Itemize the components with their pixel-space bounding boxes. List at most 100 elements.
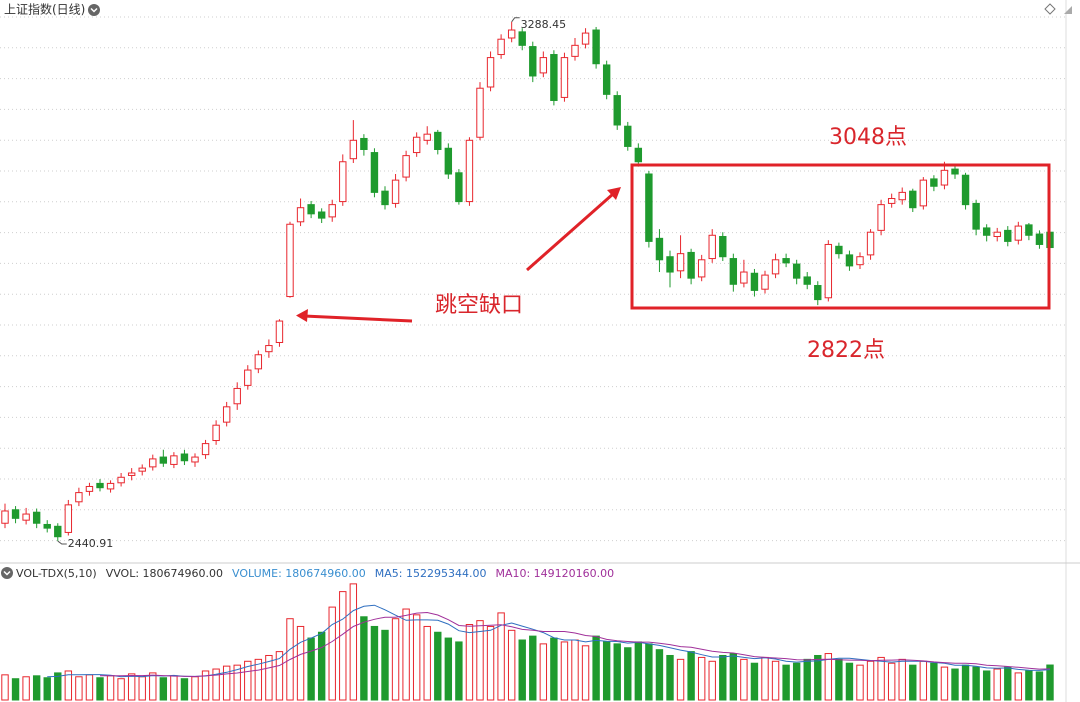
volume-bar	[581, 645, 590, 701]
candle-body	[550, 54, 558, 101]
volume-bar	[771, 660, 780, 701]
candle-body	[465, 139, 474, 203]
candle-body	[64, 504, 73, 533]
volume-bar	[877, 656, 885, 701]
candle-body	[1004, 229, 1012, 242]
volume-bar	[465, 624, 474, 701]
candle-body	[339, 161, 347, 203]
candle-body	[592, 29, 600, 65]
candle-body	[233, 387, 241, 405]
volume-bar	[529, 635, 537, 701]
candle-body	[729, 258, 738, 285]
candle-body	[149, 458, 157, 468]
candle-body	[180, 453, 189, 462]
volume-menu-icon[interactable]	[1, 567, 13, 579]
volume-legend-entry: VOL-TDX(5,10)	[16, 567, 97, 580]
candle-body	[877, 204, 885, 231]
candle-body	[993, 231, 1001, 237]
candle-body	[296, 207, 305, 223]
volume-bar	[634, 641, 643, 701]
ma10-line	[99, 611, 1051, 678]
volume-bar	[972, 666, 980, 701]
volume-bar	[159, 677, 168, 701]
candle-body	[423, 133, 431, 141]
high-label: 3288.45	[521, 18, 567, 31]
high-leader	[511, 17, 520, 23]
candle-body	[75, 492, 83, 503]
candle-body	[560, 57, 569, 98]
resize-icon[interactable]	[1064, 6, 1072, 14]
volume-bar	[360, 616, 368, 701]
candle-body	[824, 243, 833, 299]
range-box	[630, 163, 1051, 310]
volume-bar	[687, 651, 695, 701]
box-arrow	[526, 192, 614, 272]
candle-body	[43, 523, 51, 529]
volume-bar	[444, 637, 453, 701]
candle-body	[909, 190, 917, 209]
candle-body	[370, 152, 379, 193]
volume-bar	[814, 654, 822, 701]
volume-bar	[1004, 666, 1012, 701]
marks: 3288.45 2440.91 VOL-TDX(5,10) VVOL: 1806749…	[1, 17, 1054, 701]
volume-bar	[835, 658, 843, 701]
volume-bar	[85, 674, 94, 701]
volume-legend-entry: MA5: 152295344.00	[375, 567, 487, 580]
candle-body	[814, 285, 822, 301]
volume-bar	[792, 662, 801, 701]
candle-body	[645, 173, 653, 242]
chart-title: 上证指数(日线)	[4, 2, 85, 17]
candle-body	[11, 509, 20, 519]
candle-body	[32, 511, 41, 524]
candle-body	[529, 46, 537, 77]
candle-body	[391, 179, 400, 204]
candle-body	[581, 32, 590, 45]
candle-body	[402, 155, 410, 178]
volume-bar	[592, 635, 600, 701]
volume-bar	[1046, 664, 1054, 701]
candle-body	[497, 38, 505, 56]
candle-body	[317, 211, 326, 219]
volume-bar	[560, 641, 569, 701]
volume-bar	[602, 641, 611, 701]
candle-body	[212, 424, 220, 442]
candle-body	[792, 263, 801, 279]
volume-bar	[349, 583, 358, 701]
volume-bar	[307, 637, 315, 701]
candle-body	[951, 168, 959, 175]
candle-body	[96, 482, 104, 489]
candle-body	[887, 198, 896, 204]
volume-bar	[697, 656, 706, 701]
volume-bar	[1014, 672, 1023, 701]
candle-body	[602, 64, 611, 95]
volume-bar	[645, 643, 653, 701]
volume-bar	[624, 647, 632, 701]
volume-bar	[127, 673, 136, 701]
volume-bar	[919, 660, 928, 701]
gap-arrow-head	[296, 309, 308, 322]
candle-body	[940, 169, 949, 186]
candle-body	[191, 456, 199, 463]
volume-bar	[507, 629, 516, 701]
volume-bar	[729, 653, 738, 701]
volume-bar	[750, 662, 759, 701]
volume-bar	[655, 649, 664, 701]
candle-body	[803, 276, 811, 285]
candle-body	[1, 510, 9, 524]
volume-bar	[233, 664, 241, 701]
candle-body	[106, 482, 115, 490]
volume-bar	[391, 618, 400, 701]
candle-body	[666, 256, 674, 273]
volume-bar	[740, 658, 748, 701]
diamond-icon[interactable]	[1044, 3, 1056, 15]
candle-body	[170, 455, 178, 465]
volume-bar	[497, 612, 505, 701]
menu-icon[interactable]	[88, 4, 100, 16]
candle-body	[307, 204, 315, 215]
volume-bar	[402, 608, 410, 701]
candle-body	[328, 204, 336, 218]
candle-body	[117, 476, 125, 484]
candle-body	[719, 235, 727, 258]
